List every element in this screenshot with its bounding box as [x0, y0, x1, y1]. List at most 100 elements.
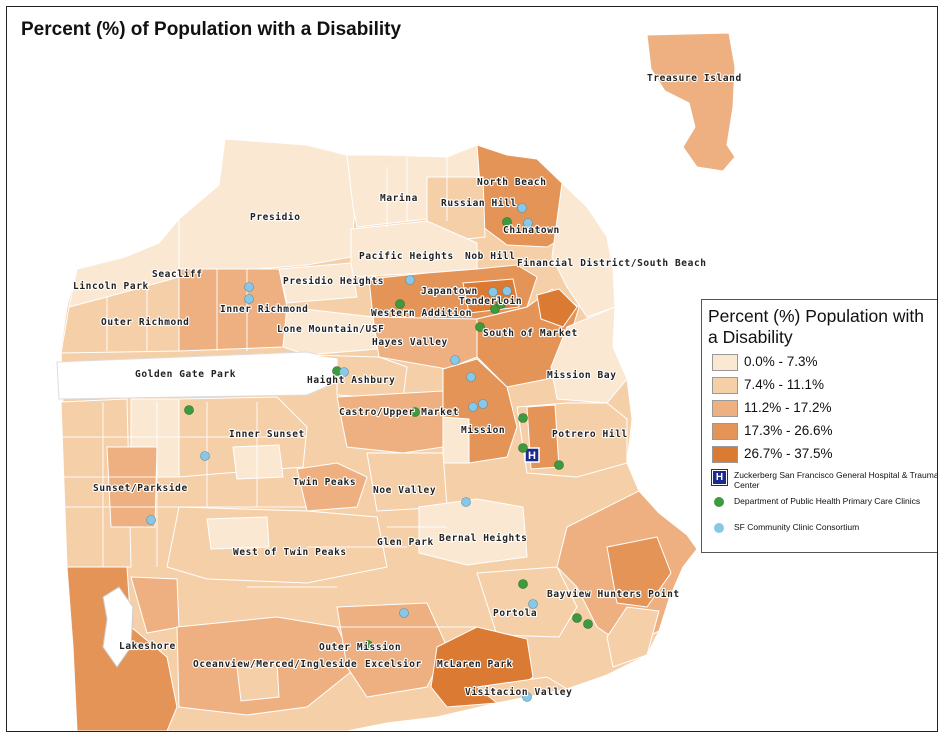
tract-lines [61, 157, 477, 628]
dph-clinic-marker[interactable] [572, 613, 582, 623]
legend-swatch [712, 423, 738, 440]
label-tenderloin: Tenderloin [459, 296, 522, 307]
label-hayes-valley: Hayes Valley [372, 337, 448, 348]
sfccc-clinic-marker[interactable] [244, 294, 254, 304]
label-japantown: Japantown [421, 286, 478, 297]
sfccc-clinic-marker[interactable] [146, 515, 156, 525]
dph-clinic-marker[interactable] [410, 407, 420, 417]
west-of-twin-peaks-light-shape [206, 516, 270, 550]
label-outer-richmond: Outer Richmond [101, 317, 189, 328]
sfccc-clinic-marker[interactable] [399, 608, 409, 618]
noe-valley-shape [366, 452, 448, 512]
sf-map: H [56, 32, 742, 731]
label-outer-mission: Outer Mission [319, 642, 401, 653]
dph-clinic-marker[interactable] [475, 322, 485, 332]
label-excelsior: Excelsior [365, 659, 422, 670]
map-legend: Percent (%) Population with a Disability… [701, 299, 938, 553]
label-pacific-heights: Pacific Heights [359, 251, 454, 262]
label-nob-hill: Nob Hill [465, 251, 516, 262]
oceanview-light-shape [236, 662, 280, 702]
legend-swatch [712, 354, 738, 371]
sfccc-clinic-marker[interactable] [339, 367, 349, 377]
legend-swatch [712, 400, 738, 417]
label-chinatown: Chinatown [503, 225, 560, 236]
dph-clinic-marker[interactable] [554, 460, 564, 470]
dph-clinic-marker[interactable] [363, 640, 373, 650]
label-potrero-hill: Potrero Hill [552, 429, 628, 440]
mission-light-shape [442, 416, 470, 464]
hospital-icon: H [711, 469, 728, 486]
label-inner-richmond: Inner Richmond [220, 304, 308, 315]
lone-mountain-shape [282, 306, 378, 356]
label-russian-hill: Russian Hill [441, 198, 517, 209]
label-financial-district: Financial District/South Beach [517, 258, 707, 269]
west-of-twin-peaks-shape [166, 506, 388, 584]
dph-clinic-marker[interactable] [518, 413, 528, 423]
label-bayview: Bayview Hunters Point [547, 589, 680, 600]
label-bernal-heights: Bernal Heights [439, 533, 527, 544]
sfccc-clinic-marker[interactable] [502, 286, 512, 296]
label-mclaren-park: McLaren Park [437, 659, 513, 670]
outer-richmond-shape [60, 276, 180, 354]
label-castro: Castro/Upper Market [339, 407, 459, 418]
visitacion-valley-shape [475, 676, 569, 704]
hospital-marker[interactable]: H [524, 447, 540, 463]
label-western-addition: Western Addition [371, 308, 472, 319]
portola-shape [476, 566, 578, 638]
label-golden-gate-park: Golden Gate Park [135, 369, 236, 380]
dph-clinic-marker[interactable] [583, 619, 593, 629]
hospital-marker-label: H [528, 450, 536, 462]
sfccc-clinic-marker[interactable] [522, 692, 532, 702]
sfccc-clinic-marker[interactable] [478, 399, 488, 409]
sfccc-clinic-marker[interactable] [517, 203, 527, 213]
castro-shape [336, 390, 444, 454]
sfccc-clinic-marker[interactable] [528, 599, 538, 609]
label-mission-bay: Mission Bay [547, 370, 617, 381]
legend-class-label: 17.3% - 26.6% [744, 423, 833, 438]
legend-hospital-label: Zuckerberg San Francisco General Hospita… [734, 470, 938, 490]
sfccc-clinic-marker[interactable] [244, 282, 254, 292]
label-south-of-market: South of Market [483, 328, 578, 339]
label-sunset-parkside: Sunset/Parkside [93, 483, 188, 494]
legend-class-label: 26.7% - 37.5% [744, 446, 833, 461]
label-marina: Marina [380, 193, 418, 204]
label-presidio: Presidio [250, 212, 301, 223]
sfccc-clinic-marker[interactable] [461, 497, 471, 507]
sfccc-clinic-marker[interactable] [450, 355, 460, 365]
lake-merced-shape [102, 586, 134, 668]
treasure-island-shape [646, 32, 736, 172]
presidio-heights-shape [278, 262, 358, 304]
legend-swatch [712, 377, 738, 394]
label-mission: Mission [461, 425, 505, 436]
label-portola: Portola [493, 608, 537, 619]
label-lakeshore: Lakeshore [119, 641, 176, 652]
dph-clinic-marker[interactable] [496, 299, 506, 309]
sfccc-clinic-marker[interactable] [405, 275, 415, 285]
dph-clinic-marker[interactable] [184, 405, 194, 415]
label-inner-sunset: Inner Sunset [229, 429, 305, 440]
twin-peaks-shape [296, 462, 368, 512]
label-visitacion-valley: Visitacion Valley [465, 687, 572, 698]
bayview-light-shape [606, 606, 660, 668]
dph-clinic-marker[interactable] [502, 217, 512, 227]
dph-clinic-marker[interactable] [395, 299, 405, 309]
sfccc-clinic-marker[interactable] [200, 451, 210, 461]
label-presidio-heights: Presidio Heights [283, 276, 384, 287]
legend-class-label: 7.4% - 11.1% [744, 377, 825, 392]
dph-clinic-marker[interactable] [518, 579, 528, 589]
legend-sfccc-label: SF Community Clinic Consortium [734, 522, 860, 532]
sfccc-clinic-marker[interactable] [468, 402, 478, 412]
green-dot-icon [714, 497, 724, 507]
sfccc-clinic-marker[interactable] [488, 287, 498, 297]
label-lone-mountain: Lone Mountain/USF [277, 324, 384, 335]
label-oceanview: Oceanview/Merced/Ingleside [193, 659, 357, 670]
dph-clinic-marker[interactable] [518, 443, 528, 453]
sfccc-clinic-marker[interactable] [523, 218, 533, 228]
presidio-shape [178, 138, 356, 270]
label-lincoln-park: Lincoln Park [73, 281, 149, 292]
map-frame: Percent (%) of Population with a Disabil… [6, 6, 938, 732]
south-of-market-core-shape [536, 288, 578, 328]
bayview-dark-shape [606, 536, 672, 608]
sfccc-clinic-marker[interactable] [466, 372, 476, 382]
label-twin-peaks: Twin Peaks [293, 477, 356, 488]
